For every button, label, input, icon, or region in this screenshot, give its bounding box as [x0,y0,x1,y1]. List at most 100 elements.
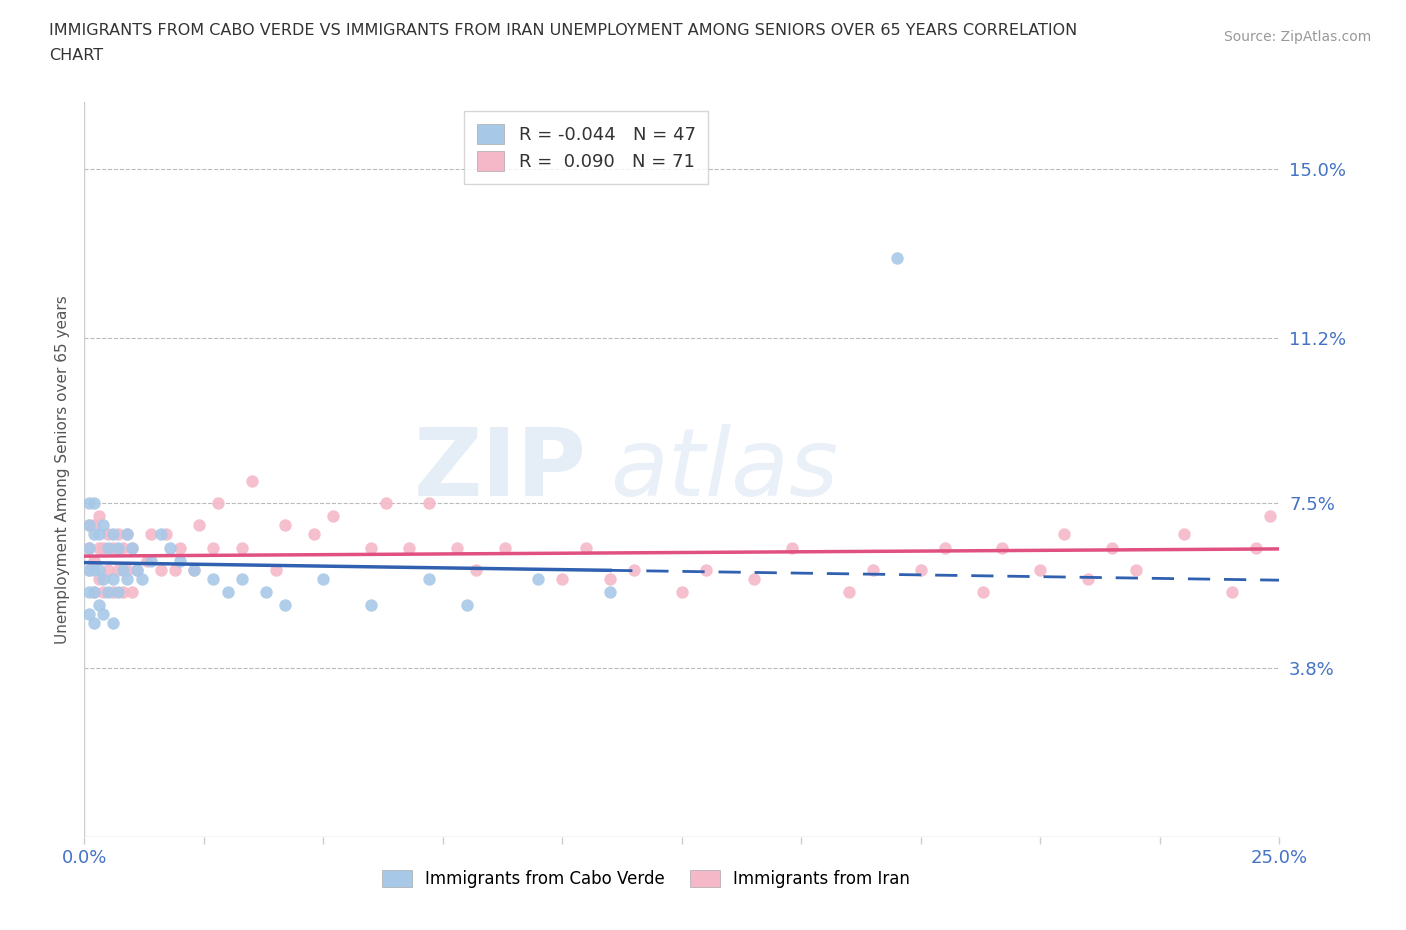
Point [418,571,440,586]
Point [527,571,550,586]
Point [77,563,100,578]
Point [838,585,860,600]
Point [83,518,105,533]
Point [418,496,440,511]
Point [934,540,956,555]
Point [360,540,382,555]
Point [97,563,120,578]
Text: atlas: atlas [610,424,838,515]
Point [695,563,717,578]
Point [494,540,516,555]
Point [77,540,100,555]
Point [1077,571,1099,586]
Point [107,540,129,555]
Point [599,585,621,600]
Point [97,526,120,541]
Point [117,563,139,578]
Point [169,540,191,555]
Point [446,540,468,555]
Point [456,598,478,613]
Point [87,526,110,541]
Point [886,251,908,266]
Point [77,518,100,533]
Point [87,509,110,524]
Point [599,571,621,586]
Point [125,563,148,578]
Point [141,553,163,568]
Point [87,571,110,586]
Point [111,563,134,578]
Point [264,563,287,578]
Point [121,540,143,555]
Point [87,598,110,613]
Point [551,571,574,586]
Point [107,563,129,578]
Point [97,585,120,600]
Point [374,496,396,511]
Point [322,509,344,524]
Point [398,540,420,555]
Point [121,540,143,555]
Point [97,540,120,555]
Point [93,540,115,555]
Point [83,585,105,600]
Point [107,526,129,541]
Point [910,563,932,578]
Point [83,553,105,568]
Point [101,540,124,555]
Point [165,563,187,578]
Point [207,496,229,511]
Legend: Immigrants from Cabo Verde, Immigrants from Iran: Immigrants from Cabo Verde, Immigrants f… [375,863,917,895]
Point [862,563,884,578]
Point [93,518,115,533]
Text: CHART: CHART [49,48,103,63]
Point [93,607,115,622]
Point [77,496,100,511]
Point [217,585,239,600]
Point [117,526,139,541]
Point [141,526,163,541]
Point [231,571,253,586]
Point [101,526,124,541]
Point [111,540,134,555]
Y-axis label: Unemployment Among Seniors over 65 years: Unemployment Among Seniors over 65 years [55,296,70,644]
Point [274,518,297,533]
Point [1258,509,1281,524]
Point [623,563,645,578]
Point [111,585,134,600]
Point [77,518,100,533]
Point [87,540,110,555]
Point [83,496,105,511]
Point [202,540,225,555]
Point [254,585,277,600]
Point [671,585,693,600]
Point [149,563,172,578]
Point [117,526,139,541]
Point [87,563,110,578]
Point [1220,585,1243,600]
Point [101,585,124,600]
Point [972,585,994,600]
Point [302,526,325,541]
Point [1125,563,1147,578]
Point [77,585,100,600]
Point [1053,526,1076,541]
Point [1101,540,1123,555]
Point [83,585,105,600]
Point [77,607,100,622]
Point [274,598,297,613]
Point [231,540,253,555]
Point [183,563,205,578]
Point [780,540,803,555]
Point [312,571,335,586]
Point [183,563,205,578]
Point [101,571,124,586]
Point [1173,526,1195,541]
Point [575,540,598,555]
Point [169,553,191,568]
Point [465,563,488,578]
Point [117,571,139,586]
Point [1244,540,1267,555]
Point [93,585,115,600]
Point [121,585,143,600]
